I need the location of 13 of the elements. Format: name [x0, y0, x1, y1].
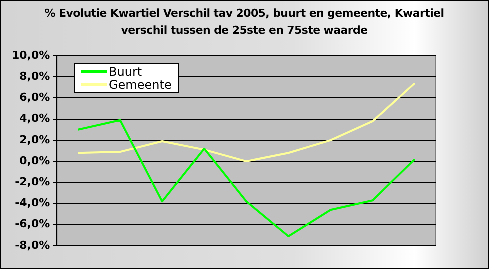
legend-label: Buurt: [109, 64, 142, 78]
y-tick-label: 0,0%: [20, 154, 50, 168]
y-tick-label: 6,0%: [20, 91, 50, 104]
y-tick-label: -2,0%: [15, 176, 50, 189]
y-tick-label: -6,0%: [15, 218, 50, 231]
y-tick-label: 8,0%: [20, 70, 50, 83]
chart-title: % Evolutie Kwartiel Verschil tav 2005, buurt en gemeente, Kwartiel verschil tussen de 25ste en 75ste waarde: [44, 6, 446, 39]
y-tick-label: 2,0%: [20, 133, 50, 146]
y-tick-label: -8,0%: [15, 238, 50, 252]
y-tick-label: -4,0%: [15, 196, 50, 210]
legend-label: Gemeente: [109, 78, 172, 92]
y-tick-label: 10,0%: [12, 48, 50, 62]
y-tick-label: 4,0%: [20, 112, 50, 126]
